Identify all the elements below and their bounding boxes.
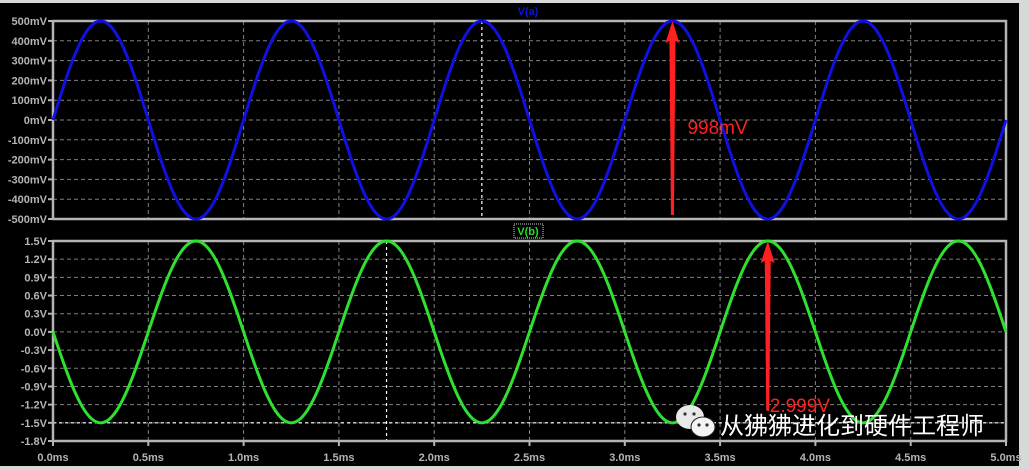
y-tick-label: 0.9V (24, 272, 47, 284)
y-tick-label: 200mV (12, 75, 48, 87)
x-tick-label: 5.0ms (990, 452, 1021, 464)
plot-pane-va: 500mV 400mV 300mV 200mV 100mV 0mV -100mV -200mV… (8, 6, 1008, 226)
watermark: 从狒狒进化到硬件工程师 (676, 405, 984, 440)
x-tick-label: 1.5ms (323, 452, 354, 464)
x-tick-label: 0.0ms (37, 452, 68, 464)
y-tick-label: 1.5V (24, 236, 47, 248)
y-tick-label: -1.8V (21, 436, 48, 448)
x-tick-label: 3.5ms (704, 452, 735, 464)
x-tick-label: 2.5ms (514, 452, 545, 464)
annotation-label: 2.999V (770, 396, 831, 417)
x-axis: 0.0ms 0.5ms 1.0ms 1.5ms 2.0ms 2.5ms 3.0ms 3.5ms… (37, 441, 1022, 464)
x-tick-label: 0.5ms (133, 452, 164, 464)
y-tick-label: -0.3V (21, 345, 48, 357)
y-tick-label: 1.2V (24, 254, 47, 266)
y-tick-label: 300mV (12, 56, 48, 68)
x-tick-label: 3.0ms (609, 452, 640, 464)
annotation-label: 998mV (687, 118, 748, 139)
x-tick-label: 1.0ms (228, 452, 259, 464)
y-tick-label: -400mV (8, 194, 48, 206)
series-line-vb (51, 239, 1008, 425)
x-tick-label: 4.5ms (895, 452, 926, 464)
y-tick-label: -100mV (8, 135, 48, 147)
y-tick-label: 400mV (12, 36, 48, 48)
y-tick-label: -300mV (8, 174, 48, 186)
trace-label[interactable]: V(a) (518, 6, 539, 18)
x-tick-label: 4.0ms (800, 452, 831, 464)
y-tick-label: -0.6V (21, 363, 48, 375)
watermark-text: 从狒狒进化到硬件工程师 (720, 412, 984, 440)
window-right-border (1019, 0, 1029, 470)
y-tick-label: 100mV (12, 95, 48, 107)
y-tick-label: 0mV (24, 115, 48, 127)
window-top-border (0, 0, 1029, 3)
y-tick-label: -0.9V (21, 381, 48, 393)
annotation-arrow (665, 21, 680, 216)
y-tick-label: 0.6V (24, 291, 47, 303)
trace-label-box (513, 223, 544, 239)
y-tick-label: -500mV (8, 214, 48, 226)
x-tick-label: 2.0ms (419, 452, 450, 464)
y-tick-label: 500mV (12, 16, 48, 28)
trace-label[interactable]: V(b) (517, 226, 539, 238)
wechat-icon (676, 405, 716, 438)
series-line-va (51, 19, 1008, 221)
y-tick-label: -1.2V (21, 400, 48, 412)
annotation-arrow (760, 241, 775, 411)
y-tick-label: 0.3V (24, 309, 47, 321)
y-tick-label: -1.5V (21, 418, 48, 430)
y-tick-label: -200mV (8, 155, 48, 167)
window-bottom-border (0, 466, 1029, 470)
y-tick-label: 0.0V (24, 327, 47, 339)
